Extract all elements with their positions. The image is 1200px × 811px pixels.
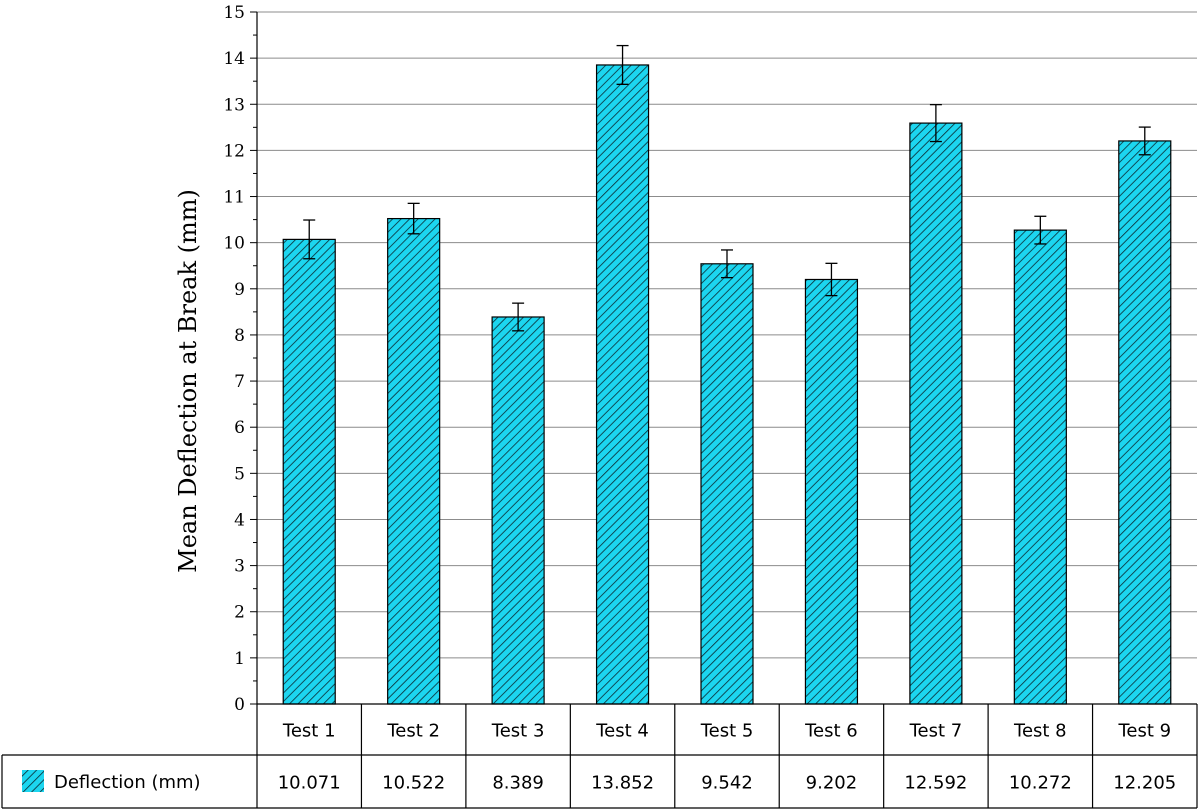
y-tick-label: 6 <box>234 418 245 438</box>
y-tick-label: 3 <box>234 557 245 577</box>
category-label: Test 9 <box>1117 721 1171 742</box>
bar <box>491 316 545 705</box>
y-axis-label: Mean Deflection at Break (mm) <box>174 189 202 573</box>
legend-swatch <box>22 770 44 792</box>
bars <box>282 44 1172 705</box>
category-label: Test 5 <box>700 721 754 742</box>
data-label: 10.522 <box>382 773 445 794</box>
data-label: 13.852 <box>591 773 654 794</box>
y-tick-label: 2 <box>234 603 245 623</box>
category-label: Test 4 <box>595 721 649 742</box>
category-label: Test 2 <box>386 721 440 742</box>
bar <box>1013 229 1067 705</box>
y-tick-label: 4 <box>234 510 245 530</box>
y-tick-label: 0 <box>234 695 245 715</box>
y-tick-label: 11 <box>223 188 245 208</box>
y-tick-label: 5 <box>234 464 245 484</box>
bar <box>909 122 963 705</box>
category-label: Test 3 <box>491 721 545 742</box>
bar <box>282 238 336 705</box>
data-label: 10.272 <box>1009 773 1072 794</box>
y-tick-label: 9 <box>234 280 245 300</box>
category-label: Test 1 <box>282 721 336 742</box>
bar <box>700 263 754 705</box>
y-tick-label: 8 <box>234 326 245 346</box>
data-label: 9.202 <box>806 773 858 794</box>
legend-label: Deflection (mm) <box>54 772 201 793</box>
bar <box>804 278 859 705</box>
y-tick-label: 12 <box>223 141 245 161</box>
data-table: Test 1 10.071 Test 2 10.522 Test 3 8.389 Test … <box>1 703 1198 809</box>
y-tick-label: 13 <box>223 95 245 115</box>
category-label: Test 6 <box>804 721 858 742</box>
data-label: 10.071 <box>278 773 341 794</box>
bar <box>595 64 650 705</box>
y-tick-label: 7 <box>234 372 245 392</box>
data-label: 9.542 <box>701 773 753 794</box>
data-label: 12.592 <box>904 773 967 794</box>
y-tick-label: 1 <box>234 649 245 669</box>
y-tick-label: 15 <box>223 3 245 23</box>
category-label: Test 8 <box>1013 721 1067 742</box>
data-label: 12.205 <box>1113 773 1176 794</box>
bar <box>1118 140 1172 705</box>
data-label: 8.389 <box>492 773 544 794</box>
y-tick-label: 14 <box>223 49 245 69</box>
category-label: Test 7 <box>909 721 963 742</box>
y-tick-label: 10 <box>223 234 245 254</box>
bar <box>387 217 441 705</box>
